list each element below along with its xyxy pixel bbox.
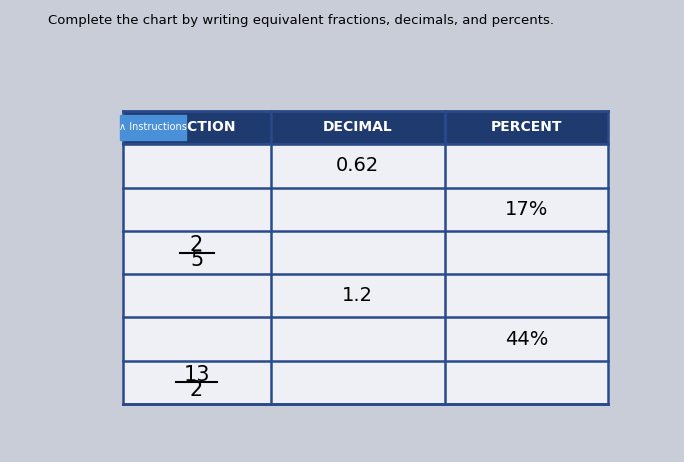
Bar (120, 116, 186, 140)
Bar (445, 361, 607, 404)
Bar (271, 317, 445, 361)
Bar (122, 361, 271, 404)
Text: 13: 13 (183, 365, 210, 385)
Text: 5: 5 (190, 250, 203, 270)
Bar (271, 144, 445, 188)
Bar (271, 361, 445, 404)
Text: 17%: 17% (505, 200, 548, 219)
Text: PERCENT: PERCENT (490, 121, 562, 134)
Bar (445, 274, 607, 317)
Bar (122, 144, 271, 188)
Text: FRACTION: FRACTION (157, 121, 237, 134)
Text: 44%: 44% (505, 329, 548, 349)
Bar (271, 274, 445, 317)
Bar (445, 317, 607, 361)
Bar (271, 188, 445, 231)
Bar (122, 110, 607, 144)
Text: 0.62: 0.62 (337, 157, 380, 176)
Text: 2: 2 (190, 235, 203, 255)
Text: ∧ Instructions: ∧ Instructions (119, 122, 187, 133)
Bar (445, 144, 607, 188)
Bar (445, 188, 607, 231)
Text: 1.2: 1.2 (343, 286, 373, 305)
Bar (122, 188, 271, 231)
Text: 2: 2 (190, 380, 203, 400)
Bar (122, 274, 271, 317)
Text: DECIMAL: DECIMAL (323, 121, 393, 134)
Bar (445, 231, 607, 274)
Bar (122, 317, 271, 361)
Bar (271, 231, 445, 274)
Text: Complete the chart by writing equivalent fractions, decimals, and percents.: Complete the chart by writing equivalent… (48, 14, 554, 27)
Bar (122, 231, 271, 274)
